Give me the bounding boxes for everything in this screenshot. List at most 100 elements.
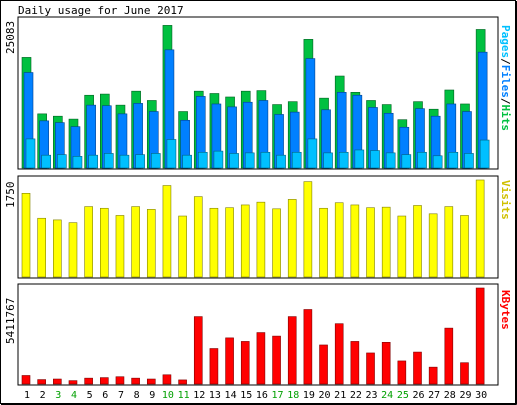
day-label: 8: [134, 390, 140, 401]
kbytes-bar: [381, 342, 391, 385]
visits-bar: [287, 199, 297, 278]
kbytes-bar: [256, 332, 266, 385]
pages-bar: [135, 154, 145, 169]
pages-bar: [229, 153, 239, 169]
day-label: 4: [71, 390, 77, 401]
kbytes-bar: [21, 375, 31, 385]
pages-bar: [370, 150, 380, 169]
visits-bar: [475, 179, 485, 278]
kbytes-bar: [84, 377, 93, 385]
visits-bar: [225, 207, 234, 278]
day-label: 23: [365, 390, 377, 401]
side-label-pages: Pages: [499, 25, 512, 58]
kbytes-bar: [100, 377, 109, 385]
visits-bars: [21, 179, 485, 278]
kbytes-bar: [319, 344, 328, 385]
visits-bar: [131, 206, 140, 278]
visits-bar: [162, 185, 172, 278]
pages-bar: [417, 151, 427, 169]
kbytes-bar: [366, 352, 375, 385]
kbytes-bar: [178, 379, 187, 385]
pages-bar: [354, 149, 365, 169]
side-label-files: Files: [499, 65, 512, 98]
day-label: 11: [178, 390, 190, 401]
kbytes-bar: [37, 379, 46, 385]
kbytes-panel: 5411767 KBytes: [4, 283, 512, 386]
pages-bar: [338, 151, 349, 169]
kbytes-bar: [53, 378, 62, 385]
visits-bar: [256, 201, 266, 278]
pages-bar: [323, 152, 333, 169]
visits-bar: [397, 215, 407, 278]
day-label: 29: [459, 390, 471, 401]
chart-title: Daily usage for June 2017: [18, 4, 184, 17]
pages-bar: [119, 154, 130, 169]
pages-bar: [182, 154, 192, 169]
day-label: 10: [162, 390, 174, 401]
visits-bar: [209, 207, 219, 278]
pages-bar: [166, 139, 177, 169]
visits-panel-ymax: 1750: [4, 182, 17, 209]
kbytes-bar: [193, 316, 203, 385]
pages-bar: [432, 155, 443, 169]
visits-bar: [21, 193, 31, 278]
kbytes-bars: [21, 287, 485, 385]
pages-bar: [88, 154, 98, 169]
kbytes-bar: [444, 327, 454, 385]
kbytes-bar: [68, 380, 78, 385]
kbytes-bar: [225, 337, 234, 385]
pages-bar: [385, 152, 396, 169]
day-label: 22: [350, 390, 362, 401]
kbytes-bar: [209, 348, 219, 385]
day-label: 13: [209, 390, 221, 401]
kbytes-bar: [350, 341, 360, 385]
day-label: 25: [397, 390, 409, 401]
day-label: 2: [40, 390, 46, 401]
visits-bar: [240, 204, 250, 278]
day-label: 3: [55, 390, 61, 401]
kbytes-bar: [334, 323, 344, 385]
pages-bar: [57, 154, 67, 169]
day-label: 18: [287, 390, 299, 401]
pages-bar: [479, 139, 490, 169]
visits-bar: [193, 196, 203, 278]
day-label: 5: [87, 390, 93, 401]
day-label: 16: [256, 390, 268, 401]
day-label: 6: [102, 390, 108, 401]
pages-bar: [307, 138, 318, 169]
kbytes-bar: [428, 366, 438, 385]
visits-bar: [178, 215, 187, 278]
visits-bar: [460, 215, 469, 278]
day-label: 1: [24, 390, 30, 401]
day-label: 7: [118, 390, 124, 401]
kbytes-bar: [460, 362, 469, 385]
pages-bar: [448, 151, 459, 169]
visits-bar: [272, 208, 281, 278]
kbytes-side-label: KBytes: [499, 290, 512, 330]
visits-bar: [444, 206, 454, 278]
kbytes-bar: [240, 341, 250, 385]
pages-bar: [150, 153, 161, 169]
day-label: 14: [225, 390, 237, 401]
pages-bar: [291, 151, 302, 169]
day-label: 12: [193, 390, 205, 401]
side-label-sep-2: /: [499, 98, 512, 105]
side-label-hits: Hits: [499, 105, 512, 132]
kbytes-bar: [413, 351, 422, 385]
kbytes-bar: [397, 360, 407, 385]
visits-side-label: Visits: [499, 180, 512, 220]
visits-bar: [37, 217, 46, 278]
kbytes-bar: [303, 309, 313, 385]
visits-bar: [319, 207, 328, 278]
kbytes-bar: [162, 374, 172, 385]
day-label: 24: [381, 390, 393, 401]
kbytes-bar: [146, 378, 156, 385]
kbytes-panel-ymax: 5411767: [4, 298, 17, 344]
day-label: 9: [149, 390, 155, 401]
kbytes-bar: [475, 287, 485, 385]
pages-bar: [244, 152, 255, 169]
visits-bar: [84, 206, 93, 278]
day-label: 17: [272, 390, 284, 401]
pages-bar: [260, 151, 271, 169]
day-label: 15: [240, 390, 252, 401]
